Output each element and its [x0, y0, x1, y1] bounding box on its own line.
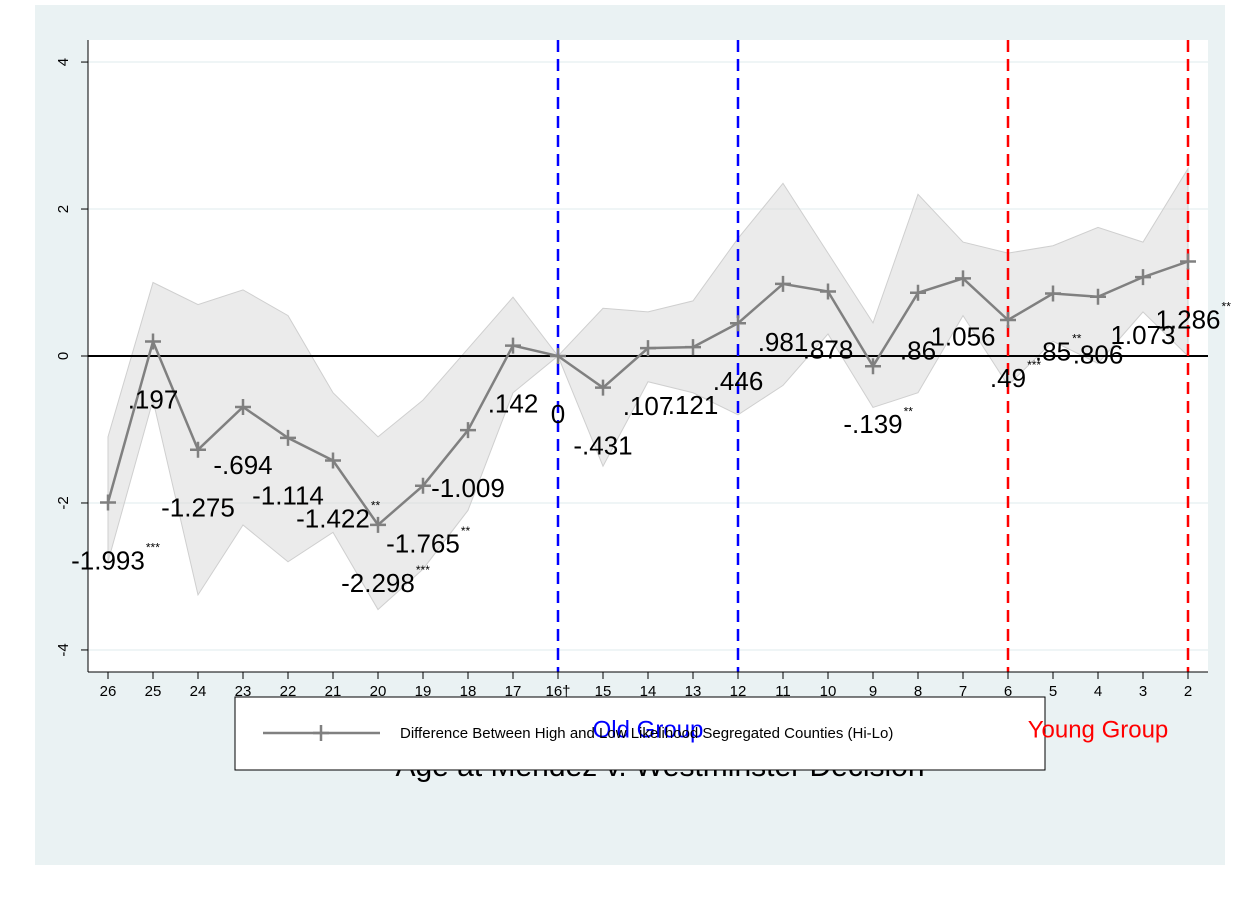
- point-marker: [280, 429, 296, 446]
- value-label: .878: [803, 334, 854, 364]
- significance-label: **: [1072, 332, 1082, 346]
- point-marker: [775, 275, 791, 292]
- value-label: .806: [1073, 340, 1124, 370]
- x-tick-label: 25: [145, 683, 162, 700]
- x-tick-label: 24: [190, 683, 207, 700]
- significance-label: ***: [416, 563, 430, 577]
- x-tick-label: 2: [1184, 683, 1192, 700]
- value-label: 0: [551, 399, 565, 429]
- significance-label: ***: [146, 541, 160, 555]
- x-tick-label: 18: [460, 683, 477, 700]
- value-label: -2.298: [341, 568, 415, 598]
- value-label: .49: [990, 363, 1026, 393]
- x-tick-label: 15: [595, 683, 612, 700]
- x-tick-label: 12: [730, 683, 747, 700]
- significance-label: ***: [1027, 358, 1041, 372]
- value-label: -1.114: [252, 481, 324, 511]
- value-label: .446: [713, 366, 764, 396]
- y-tick-label: -4: [55, 643, 72, 656]
- value-label: 1.056: [930, 321, 995, 351]
- x-tick-label: 6: [1004, 683, 1012, 700]
- value-label: .107: [623, 391, 674, 421]
- point-marker: [505, 337, 521, 354]
- value-label: 1.286: [1155, 304, 1220, 334]
- x-tick-label: 9: [869, 683, 877, 700]
- point-marker: [370, 516, 386, 533]
- point-marker: [910, 284, 926, 301]
- value-label: -.139: [843, 409, 902, 439]
- value-label: .142: [488, 388, 539, 418]
- x-tick-label: 17: [505, 683, 522, 700]
- x-tick-label: 7: [959, 683, 967, 700]
- value-label: 1.073: [1110, 320, 1175, 350]
- value-label: .981: [758, 327, 809, 357]
- group-label: Old Group: [593, 716, 704, 743]
- point-marker: [1090, 288, 1106, 305]
- point-marker: [235, 399, 251, 416]
- value-label: .86: [900, 336, 936, 366]
- legend-label: Difference Between High and Low Likeliho…: [400, 725, 893, 742]
- legend-marker: [313, 725, 329, 741]
- value-label: -1.422: [296, 503, 370, 533]
- y-tick-label: -2: [55, 496, 72, 509]
- point-marker: [640, 340, 656, 357]
- x-tick-label: 4: [1094, 683, 1102, 700]
- point-marker: [955, 270, 971, 287]
- significance-label: **: [461, 524, 471, 538]
- point-marker: [100, 494, 116, 511]
- x-tick-label: 16†: [545, 683, 570, 700]
- value-label: .121: [668, 390, 719, 420]
- x-tick-label: 3: [1139, 683, 1147, 700]
- x-tick-label: 13: [685, 683, 702, 700]
- significance-label: **: [904, 404, 914, 418]
- value-label: .197: [128, 384, 179, 414]
- value-label: -1.765: [386, 529, 460, 559]
- point-marker: [1045, 285, 1061, 302]
- x-tick-label: 5: [1049, 683, 1057, 700]
- value-label: -1.993: [71, 545, 145, 575]
- significance-label: **: [1222, 300, 1232, 314]
- y-tick-label: 0: [55, 352, 72, 360]
- x-tick-label: 21: [325, 683, 342, 700]
- value-label: .85: [1035, 336, 1071, 366]
- point-marker: [145, 333, 161, 350]
- y-tick-label: 4: [55, 58, 72, 66]
- value-label: -1.275: [161, 493, 235, 523]
- point-marker: [685, 339, 701, 356]
- value-label: -.431: [573, 431, 632, 461]
- point-marker: [820, 283, 836, 300]
- x-tick-label: 10: [820, 683, 837, 700]
- significance-label: **: [371, 499, 381, 513]
- value-label: -1.009: [431, 473, 505, 503]
- x-tick-label: 19: [415, 683, 432, 700]
- point-marker: [550, 348, 566, 364]
- x-tick-label: 23: [235, 683, 252, 700]
- x-tick-label: 20: [370, 683, 387, 700]
- y-tick-label: 2: [55, 205, 72, 213]
- point-marker: [865, 358, 881, 375]
- point-marker: [1000, 311, 1016, 328]
- point-marker: [460, 422, 476, 439]
- point-marker: [325, 452, 341, 469]
- point-marker: [730, 315, 746, 332]
- x-tick-label: 22: [280, 683, 297, 700]
- x-tick-label: 8: [914, 683, 922, 700]
- point-marker: [1180, 253, 1196, 270]
- x-tick-label: 14: [640, 683, 657, 700]
- value-label: -.694: [213, 450, 272, 480]
- point-marker: [1135, 269, 1151, 286]
- point-marker: [595, 379, 611, 396]
- point-marker: [415, 477, 431, 494]
- point-marker: [190, 441, 206, 458]
- x-tick-label: 26: [100, 683, 117, 700]
- group-label: Young Group: [1028, 716, 1169, 743]
- x-tick-label: 11: [775, 683, 791, 700]
